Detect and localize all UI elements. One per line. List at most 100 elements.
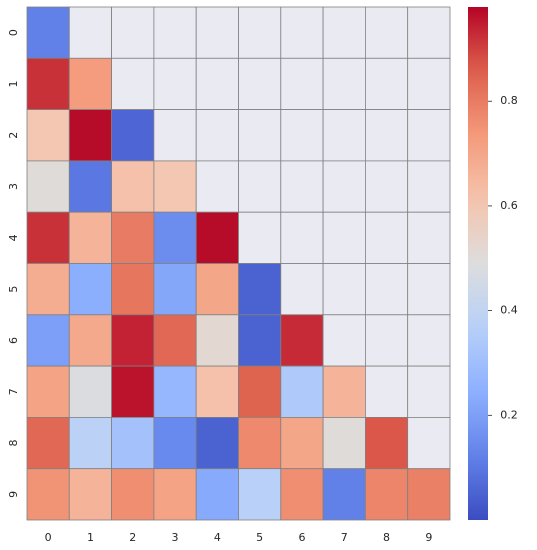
heatmap-cell [26, 263, 70, 316]
masked-cell [195, 109, 239, 162]
heatmap-cell [280, 314, 324, 367]
heatmap-cell [111, 314, 155, 367]
heatmap-cell [238, 263, 282, 316]
heatmap-cell [364, 416, 409, 470]
heatmap-cell [26, 468, 70, 521]
y-tick-label: 7 [7, 388, 20, 395]
heatmap-cell [111, 263, 155, 316]
masked-cell [153, 109, 197, 162]
x-tick-label: 0 [45, 531, 52, 544]
masked-cell [238, 57, 282, 110]
heatmap-cell [111, 468, 155, 521]
x-tick-label: 7 [341, 531, 348, 544]
masked-cell [153, 57, 197, 110]
masked-cell [238, 109, 282, 162]
masked-cell [407, 314, 451, 367]
masked-cell [195, 160, 239, 213]
masked-cell [364, 57, 409, 110]
masked-cell [322, 314, 366, 367]
masked-cell [322, 211, 366, 264]
heatmap-cell [26, 416, 70, 470]
heatmap-cell [68, 263, 113, 316]
x-tick-label: 6 [298, 531, 305, 544]
heatmap-cell [68, 109, 113, 162]
heatmap-cell [322, 468, 366, 521]
colorbar-tick-label: 0.6 [500, 199, 518, 212]
heatmap-cell [195, 263, 239, 316]
heatmap-cell [322, 416, 366, 470]
masked-cell [407, 211, 451, 264]
heatmap-cell [26, 109, 70, 162]
masked-cell [68, 6, 113, 59]
heatmap-cell [280, 416, 324, 470]
masked-cell [364, 314, 409, 367]
heatmap-cell [195, 314, 239, 367]
masked-cell [280, 57, 324, 110]
heatmap-cell [195, 416, 239, 470]
heatmap-cell [280, 365, 324, 418]
masked-cell [322, 109, 366, 162]
masked-cell [322, 57, 366, 110]
y-axis-ticks: 0 1 2 3 4 5 6 7 8 9 [7, 29, 20, 498]
masked-cell [153, 6, 197, 59]
colorbar-ticks: 0.2 0.4 0.6 0.8 [488, 94, 518, 421]
x-tick-label: 1 [87, 531, 94, 544]
masked-cell [407, 263, 451, 316]
y-tick-label: 4 [7, 234, 20, 241]
heatmap-cell [26, 211, 70, 264]
heatmap-cell [68, 211, 113, 264]
masked-cell [364, 6, 409, 59]
masked-cell [407, 57, 451, 110]
y-tick-label: 3 [7, 183, 20, 190]
masked-cell [407, 6, 451, 59]
masked-cell [364, 211, 409, 264]
heatmap-cell [195, 365, 239, 418]
masked-cell [195, 57, 239, 110]
x-tick-label: 8 [383, 531, 390, 544]
heatmap-cell [153, 468, 197, 521]
heatmap-cell [153, 314, 197, 367]
masked-cell [111, 57, 155, 110]
heatmap-cell [238, 468, 282, 521]
y-tick-label: 8 [7, 440, 20, 447]
masked-cell [364, 263, 409, 316]
y-tick-label: 0 [7, 29, 20, 36]
heatmap-cell [322, 365, 366, 418]
masked-cell [238, 6, 282, 59]
heatmap-cell [68, 314, 113, 367]
heatmap-cell [26, 160, 70, 213]
colorbar-tick-label: 0.2 [500, 408, 518, 421]
heatmap-cell [68, 365, 113, 418]
masked-cell [238, 160, 282, 213]
heatmap-cell [111, 365, 155, 418]
y-tick-label: 5 [7, 286, 20, 293]
heatmap-cell [280, 468, 324, 521]
masked-cell [407, 160, 451, 213]
masked-cell [195, 6, 239, 59]
masked-cell [407, 365, 451, 418]
masked-cell [407, 109, 451, 162]
heatmap-cell [238, 314, 282, 367]
x-tick-label: 3 [172, 531, 179, 544]
heatmap-cell [364, 468, 409, 521]
heatmap-cell [195, 211, 239, 264]
heatmap-cell [68, 416, 113, 470]
heatmap-cell [68, 57, 113, 110]
x-tick-label: 2 [129, 531, 136, 544]
x-axis-ticks: 0 1 2 3 4 5 6 7 8 9 [45, 531, 433, 544]
heatmap-cell [238, 365, 282, 418]
colorbar [468, 7, 488, 520]
masked-cell [364, 160, 409, 213]
heatmap-cell [111, 109, 155, 162]
heatmap-cell [195, 468, 239, 521]
masked-cell [280, 6, 324, 59]
y-tick-label: 6 [7, 337, 20, 344]
heatmap-cell [68, 160, 113, 213]
masked-cell [280, 109, 324, 162]
heatmap-cells [26, 6, 451, 521]
y-tick-label: 9 [7, 491, 20, 498]
masked-cell [364, 365, 409, 418]
heatmap-cell [111, 211, 155, 264]
masked-cell [280, 211, 324, 264]
x-tick-label: 9 [425, 531, 432, 544]
